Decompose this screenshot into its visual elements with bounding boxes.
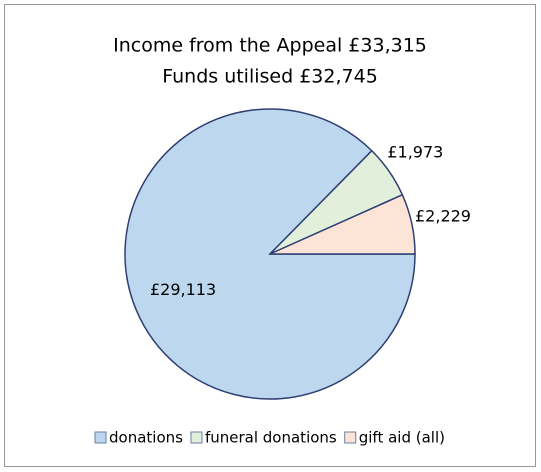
legend-swatch <box>190 431 203 444</box>
pie-slice <box>269 193 416 255</box>
legend-swatch <box>94 431 107 444</box>
legend-label: donations <box>109 429 183 447</box>
data-label: £2,229 <box>415 207 471 226</box>
legend-label: funeral donations <box>205 429 337 447</box>
data-label: £1,973 <box>387 143 443 162</box>
chart-title: Income from the Appeal £33,315 <box>113 35 427 57</box>
data-label: £29,113 <box>150 280 216 299</box>
legend-swatch <box>344 431 357 444</box>
legend-label: gift aid (all) <box>359 429 445 447</box>
chart-subtitle: Funds utilised £32,745 <box>162 66 378 88</box>
